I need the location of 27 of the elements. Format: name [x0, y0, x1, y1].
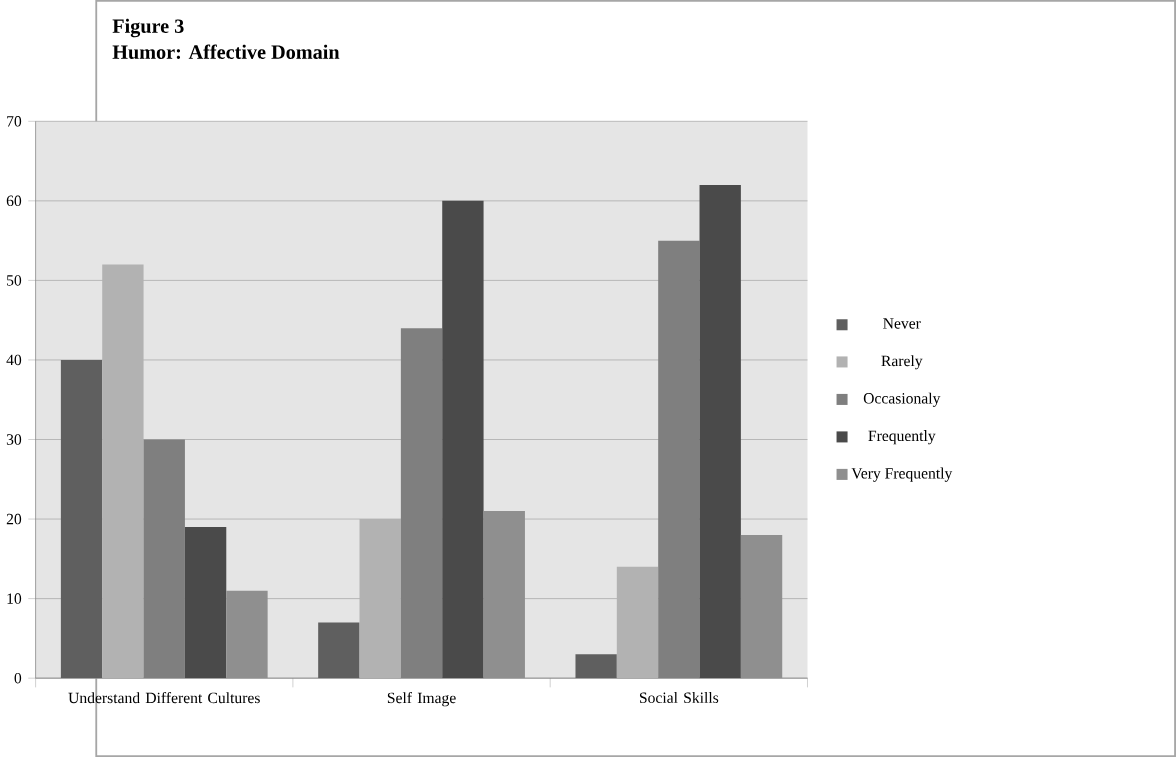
x-tick-label: Self Image [387, 691, 456, 707]
bar [184, 526, 227, 679]
x-tick-label: Understand Different Cultures [68, 691, 260, 704]
bar [226, 590, 268, 679]
legend-label: Very Frequently [851, 467, 953, 482]
y-tick-label: 30 [6, 434, 22, 445]
y-tick-label: 60 [6, 195, 22, 207]
y-tick-label: 70 [7, 115, 22, 127]
bar [575, 654, 617, 679]
bar [699, 184, 741, 679]
bar [318, 622, 360, 679]
y-tick-label: 50 [7, 275, 22, 286]
bar [740, 534, 783, 679]
chart-title: Figure 3 [112, 18, 184, 38]
bar [60, 359, 103, 679]
y-tick-label: 20 [6, 513, 22, 525]
legend-label: Never [883, 318, 921, 329]
chart-subtitle: Humor: Affective Domain [112, 44, 340, 59]
legend-label: Occasionaly [863, 392, 941, 407]
y-tick-label: 40 [6, 354, 22, 366]
x-tick-label: Social Skills [639, 691, 719, 703]
y-tick-label: 0 [14, 672, 22, 684]
bar [442, 200, 484, 679]
legend-label: Rarely [881, 355, 923, 370]
y-tick-label: 10 [7, 593, 22, 604]
bar [483, 511, 525, 679]
legend-label: Frequently [868, 430, 936, 445]
